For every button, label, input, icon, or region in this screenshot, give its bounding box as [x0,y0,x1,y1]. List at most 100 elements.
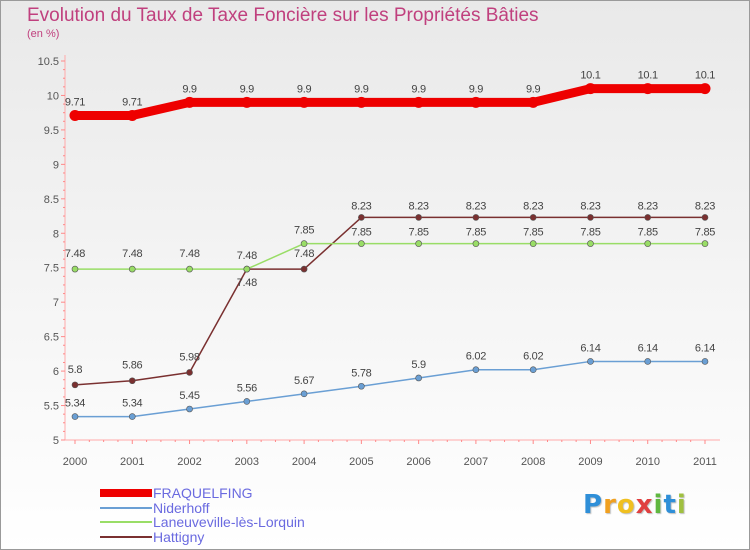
x-tick-label: 2001 [120,456,144,468]
data-point [472,240,480,247]
legend-label: FRAQUELFING [153,485,253,501]
data-point [701,358,709,365]
data-point [69,109,81,121]
data-point [529,366,537,374]
data-label: 7.85 [638,227,658,239]
data-point [355,96,367,108]
logo-letter: P [583,490,604,520]
data-point [186,369,193,376]
data-point [644,214,652,221]
data-label: 5.56 [237,382,257,394]
data-label: 7.48 [237,250,257,262]
y-tick-label: 8.5 [44,194,59,206]
x-tick-label: 2009 [578,456,602,468]
x-tick-label: 2010 [635,456,659,468]
y-tick-label: 6 [53,366,59,378]
data-point [300,265,308,273]
data-label: 6.02 [466,351,486,363]
data-label: 9.9 [469,83,484,95]
data-point [358,382,365,390]
data-label: 7.48 [179,248,199,260]
data-label: 10.1 [638,70,658,82]
logo-letter: r [603,490,617,520]
data-label: 9.9 [526,83,541,95]
data-label: 5.9 [411,359,426,371]
data-label: 6.02 [523,351,543,363]
legend-swatch [100,535,152,538]
data-point [644,358,652,365]
data-point [415,374,422,382]
data-point [642,83,654,95]
data-point [243,265,251,273]
series-line-niderhoff [74,360,706,418]
data-label: 7.85 [523,227,543,239]
data-label: 7.85 [294,225,314,237]
data-label: 5.98 [179,351,199,363]
data-label: 8.23 [638,200,658,212]
y-tick-label: 7.5 [44,263,59,275]
data-point [587,240,594,247]
data-point [415,214,422,221]
data-point [71,381,79,389]
data-label: 7.48 [65,248,85,260]
data-point [587,214,594,221]
data-label: 5.86 [122,360,142,372]
data-point [300,390,308,398]
data-point [529,240,537,247]
data-point [701,240,709,247]
data-point [71,265,79,273]
logo-letter: o [616,490,636,520]
data-label: 8.23 [695,200,715,212]
data-label: 9.9 [182,83,197,95]
logo-letter: t [663,490,677,520]
x-tick-label: 2007 [464,456,488,468]
x-tick-label: 2004 [292,456,316,468]
data-point [472,214,480,221]
data-label: 8.23 [523,200,543,212]
data-point [184,96,196,108]
data-point [415,240,422,247]
data-label: 8.23 [351,200,371,212]
y-tick-label: 10.5 [38,56,59,68]
x-tick-label: 2005 [349,456,373,468]
data-label: 10.1 [695,70,715,82]
logo-letter: i [653,490,664,520]
logo-letter: i [676,490,687,520]
data-label: 10.1 [580,70,600,82]
legend-label: Laneuveville-lès-Lorquin [153,514,305,530]
data-point [126,109,138,121]
y-tick-label: 5.5 [44,401,59,413]
y-tick-label: 5 [53,435,59,447]
data-label: 5.34 [122,398,142,410]
data-label: 5.78 [351,367,371,379]
data-label: 9.9 [354,83,369,95]
data-label: 7.85 [695,227,715,239]
data-point [358,240,365,247]
data-label: 8.23 [580,200,600,212]
data-point [241,96,253,108]
data-label: 6.14 [695,342,715,354]
y-axis-unit: (en %) [27,28,60,40]
data-label: 9.71 [122,96,142,108]
data-point [699,83,711,95]
data-label: 8.23 [466,200,486,212]
data-label: 7.85 [409,227,429,239]
data-point [128,377,136,385]
y-tick-label: 7 [53,297,59,309]
x-tick-label: 2006 [406,456,430,468]
data-label: 6.14 [638,342,658,354]
data-label: 7.85 [466,227,486,239]
data-point [71,413,79,420]
data-point [584,83,596,95]
data-point [413,96,425,108]
data-label: 7.48 [237,277,257,289]
x-tick-label: 2002 [177,456,201,468]
x-tick-label: 2011 [693,456,717,468]
series-line-fraquelfing [70,84,710,120]
data-label: 7.85 [580,227,600,239]
y-tick-label: 9.5 [44,125,59,137]
data-label: 7.48 [294,248,314,260]
y-tick-label: 9 [53,159,59,171]
data-point [128,265,136,273]
